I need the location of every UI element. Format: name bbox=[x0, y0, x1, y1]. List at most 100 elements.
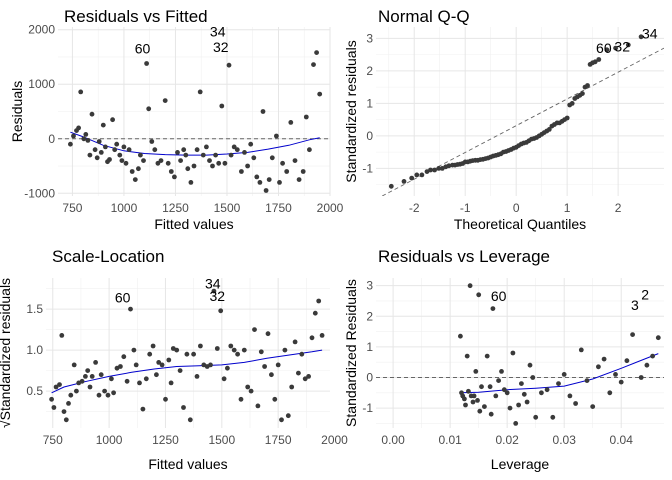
data-point bbox=[302, 376, 308, 382]
data-point bbox=[121, 144, 127, 150]
data-point bbox=[225, 365, 230, 371]
data-point bbox=[238, 396, 244, 402]
data-point bbox=[162, 98, 168, 103]
point-label: 32 bbox=[213, 39, 229, 55]
data-point bbox=[207, 158, 212, 164]
x-tick-label: 1750 bbox=[265, 201, 292, 215]
data-point bbox=[303, 114, 309, 120]
data-point bbox=[314, 50, 319, 55]
x-tick-label: -2 bbox=[409, 201, 420, 215]
point-label: 34 bbox=[205, 276, 221, 292]
data-point bbox=[516, 402, 521, 408]
data-point bbox=[317, 91, 323, 97]
data-point bbox=[269, 372, 274, 378]
data-point bbox=[493, 393, 499, 399]
data-point bbox=[279, 417, 284, 423]
data-point bbox=[71, 133, 76, 139]
data-point bbox=[482, 404, 487, 409]
data-point bbox=[524, 399, 530, 405]
data-point bbox=[198, 343, 203, 349]
x-axis-label: Fitted values bbox=[148, 456, 227, 472]
data-point bbox=[282, 347, 288, 353]
data-point bbox=[507, 405, 513, 411]
data-point bbox=[496, 378, 501, 383]
data-point bbox=[655, 335, 661, 341]
data-point bbox=[234, 147, 240, 153]
data-point bbox=[476, 292, 482, 298]
data-point bbox=[607, 390, 613, 396]
data-point bbox=[311, 62, 316, 67]
data-point bbox=[262, 364, 267, 369]
data-point bbox=[584, 378, 590, 383]
data-point bbox=[409, 175, 415, 181]
data-point bbox=[228, 152, 234, 158]
data-point bbox=[260, 109, 266, 114]
data-point bbox=[274, 133, 279, 139]
data-point bbox=[219, 103, 225, 109]
data-point bbox=[117, 152, 123, 158]
x-tick-label: 1 bbox=[564, 201, 571, 215]
data-point bbox=[316, 298, 322, 304]
data-point bbox=[309, 335, 315, 341]
data-point bbox=[248, 141, 254, 147]
data-point bbox=[312, 310, 318, 316]
data-point bbox=[477, 408, 483, 414]
x-axis-label: Leverage bbox=[491, 456, 550, 472]
data-point bbox=[471, 393, 477, 399]
data-point bbox=[159, 362, 165, 368]
x-tick-label: 2 bbox=[615, 201, 622, 215]
data-point bbox=[137, 380, 142, 386]
data-point bbox=[152, 147, 158, 153]
y-tick-label: 3 bbox=[366, 31, 373, 45]
data-point bbox=[292, 339, 298, 345]
data-point bbox=[136, 166, 141, 172]
y-axis-label: Residuals bbox=[9, 81, 25, 142]
data-point bbox=[644, 362, 650, 368]
data-point bbox=[252, 327, 257, 332]
data-point bbox=[446, 163, 452, 169]
data-point bbox=[143, 376, 149, 382]
data-point bbox=[319, 333, 325, 338]
data-point bbox=[68, 141, 73, 147]
data-point bbox=[604, 47, 610, 53]
data-point bbox=[625, 42, 631, 48]
data-point bbox=[96, 392, 102, 398]
panel-plot-area bbox=[58, 50, 330, 193]
x-tick-label: 750 bbox=[62, 201, 82, 215]
data-point bbox=[519, 381, 524, 386]
data-point bbox=[78, 89, 84, 95]
data-point bbox=[89, 374, 95, 379]
data-point bbox=[567, 393, 573, 399]
data-point bbox=[296, 370, 301, 376]
data-point bbox=[68, 392, 74, 398]
data-point bbox=[546, 126, 552, 132]
data-point bbox=[155, 160, 161, 166]
x-tick-label: 750 bbox=[43, 433, 63, 447]
data-point bbox=[119, 158, 125, 164]
qq-reference-line bbox=[381, 47, 664, 196]
data-point bbox=[601, 356, 607, 362]
x-axis-label: Fitted values bbox=[154, 216, 233, 232]
data-point bbox=[265, 331, 271, 337]
data-point bbox=[255, 403, 261, 409]
y-tick-label: -1 bbox=[362, 161, 373, 175]
smooth-trend-line bbox=[51, 349, 323, 394]
data-point bbox=[550, 414, 556, 420]
data-point bbox=[51, 405, 57, 410]
data-point bbox=[200, 152, 206, 158]
data-point bbox=[61, 409, 67, 414]
data-point bbox=[118, 364, 123, 369]
y-tick-label: 2000 bbox=[28, 23, 55, 37]
data-point bbox=[650, 353, 655, 359]
data-point bbox=[103, 144, 108, 150]
plot-title: Residuals vs Fitted bbox=[64, 7, 208, 26]
x-tick-label: 2000 bbox=[321, 433, 348, 447]
data-point bbox=[473, 369, 479, 374]
y-tick-label: 0 bbox=[366, 370, 373, 384]
data-point bbox=[231, 144, 237, 150]
data-point bbox=[175, 150, 180, 155]
data-point bbox=[144, 61, 150, 66]
data-point bbox=[513, 421, 519, 426]
